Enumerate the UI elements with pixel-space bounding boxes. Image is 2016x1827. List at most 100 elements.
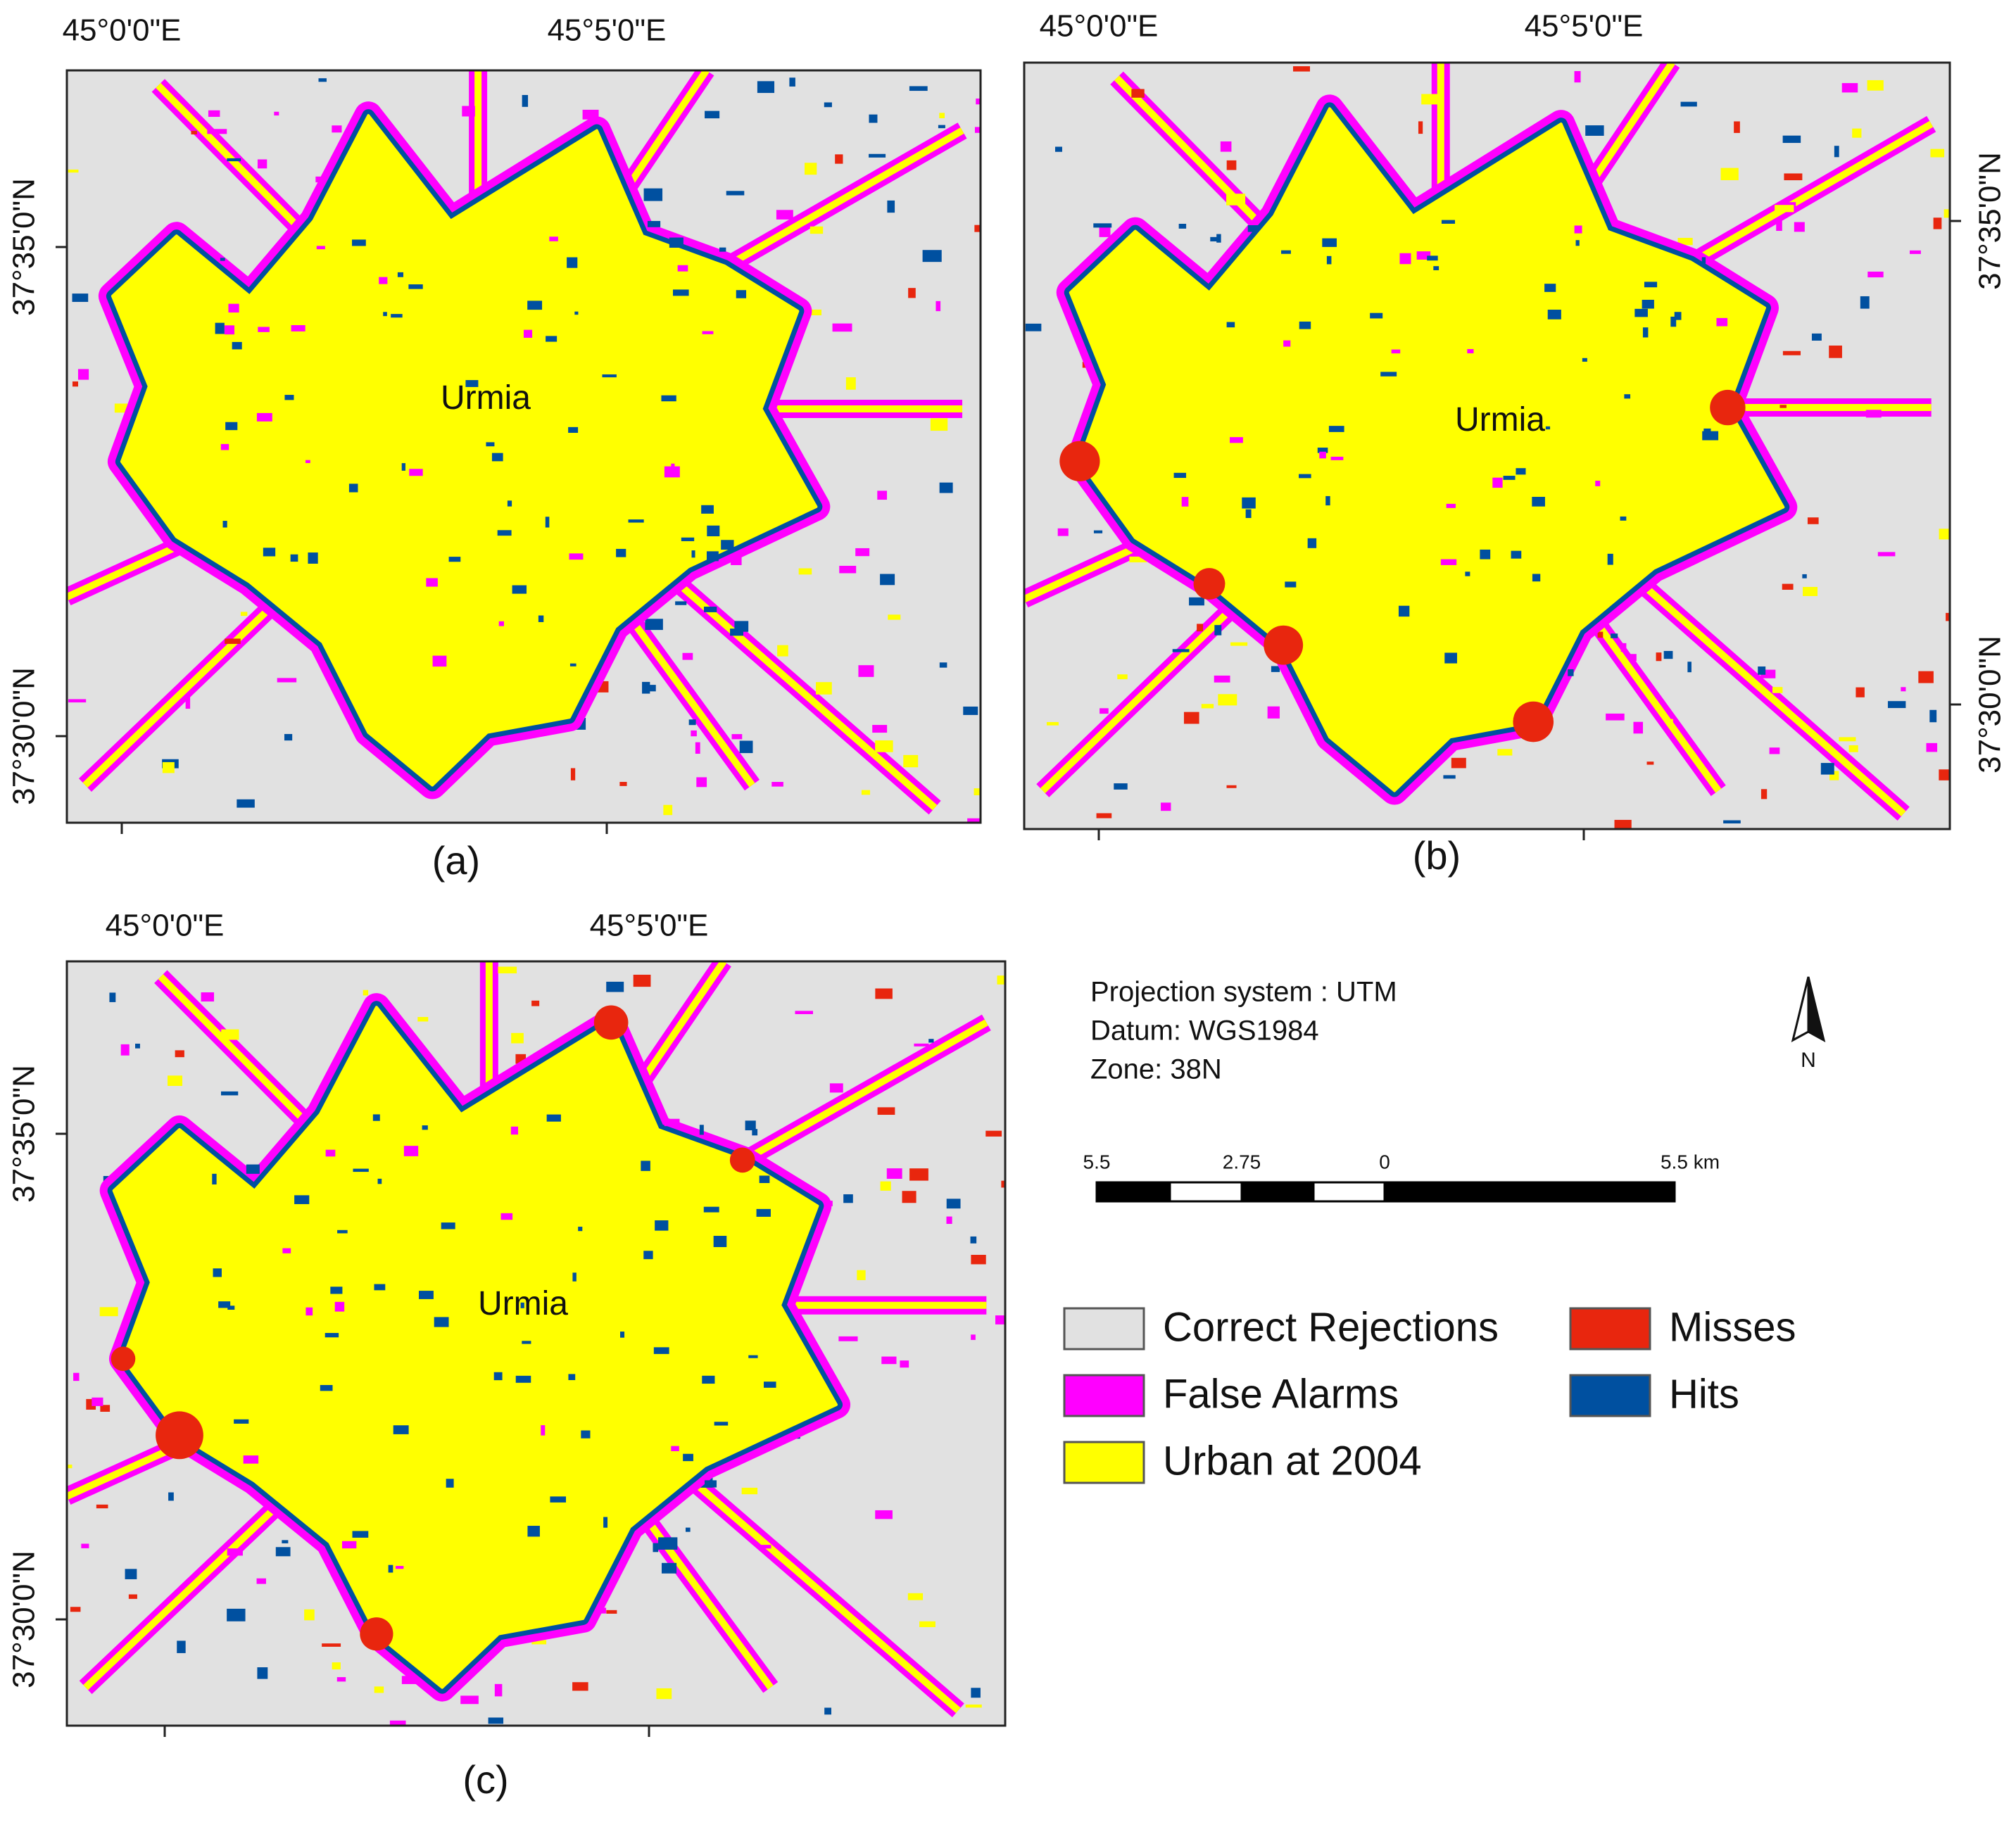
legend-swatch <box>1063 1441 1145 1484</box>
patch <box>974 127 981 133</box>
projection-info: Zone: 38N <box>1090 1054 1222 1085</box>
urban-patch <box>691 550 695 558</box>
urban-patch <box>393 1425 409 1434</box>
patch <box>1183 712 1199 724</box>
patch <box>1197 624 1204 632</box>
urban-patch <box>683 1453 693 1462</box>
patch <box>1096 813 1112 818</box>
patch <box>869 153 886 158</box>
patch <box>971 1688 981 1698</box>
lon-label: 45°5'0"E <box>548 13 667 48</box>
patch <box>99 1307 118 1317</box>
urban-patch <box>291 324 305 331</box>
patch <box>824 1707 831 1715</box>
urban-patch <box>568 1374 576 1381</box>
urban-patch <box>1670 316 1677 327</box>
legend-swatch <box>1063 1374 1145 1417</box>
scale-bar-label: 0 <box>1379 1151 1390 1172</box>
urban-patch <box>719 247 726 252</box>
urban-patch <box>703 1206 719 1213</box>
patch <box>1230 642 1248 646</box>
patch <box>888 614 901 620</box>
patch <box>109 992 116 1002</box>
urban-patch <box>1319 451 1326 459</box>
patch <box>997 975 1005 985</box>
urban-patch <box>704 1480 717 1488</box>
urban-patch <box>1326 255 1332 265</box>
patch <box>1214 675 1230 683</box>
patch <box>1201 704 1214 709</box>
panel-label: (b) <box>1413 833 1461 878</box>
urban-patch <box>377 1178 382 1184</box>
urban-patch <box>383 312 387 317</box>
urban-patch <box>397 272 403 277</box>
urban-patch <box>1544 284 1556 292</box>
urban-patch <box>752 1129 758 1136</box>
urban-patch <box>736 290 747 298</box>
urban-patch <box>1687 662 1691 673</box>
urban-patch <box>500 1213 513 1220</box>
urban-patch <box>491 453 503 462</box>
urban-patch <box>1582 358 1587 362</box>
urban-patch <box>603 1517 608 1528</box>
urban-patch <box>1620 643 1627 652</box>
urban-patch <box>227 1306 235 1310</box>
urban-patch <box>664 466 680 478</box>
scale-bar-segment <box>1168 1181 1243 1203</box>
urban-patch <box>426 578 438 587</box>
urban-patch <box>1391 349 1401 354</box>
legend-swatch <box>1569 1307 1651 1351</box>
patch <box>970 1236 977 1244</box>
patch <box>1929 709 1937 723</box>
scale-bar-segment <box>1312 1181 1386 1203</box>
patch <box>96 1504 108 1509</box>
patch <box>135 1043 140 1049</box>
patch <box>1574 70 1581 83</box>
patch <box>225 638 241 644</box>
patch <box>1057 528 1069 536</box>
patch <box>1841 83 1858 93</box>
urban-patch <box>702 1375 715 1384</box>
patch <box>633 974 651 987</box>
map-panel: Urmia (a) 45°0'0"E 45°5'0"E 37°35'0"N 37°30'0… <box>7 13 982 883</box>
patch <box>1443 775 1456 779</box>
scale-bar-label: 5.5 <box>1083 1151 1111 1172</box>
patch <box>1001 1180 1005 1188</box>
lon-label: 45°0'0"E <box>1040 9 1159 44</box>
urban-core <box>112 1006 838 1689</box>
patch <box>72 381 78 387</box>
patch <box>1046 721 1059 726</box>
patch <box>120 1044 130 1056</box>
urban-patch <box>379 277 388 284</box>
urban-patch <box>661 1562 677 1574</box>
urban-patch <box>512 585 527 594</box>
patch <box>855 548 870 557</box>
patch <box>1597 631 1604 638</box>
urban-patch <box>764 1382 776 1388</box>
patch <box>861 790 871 795</box>
urban-patch <box>1299 474 1311 479</box>
urban-patch <box>1427 255 1438 261</box>
urban-patch <box>228 303 239 313</box>
patch <box>869 114 878 123</box>
patch <box>1887 701 1906 709</box>
urban-patch <box>1433 266 1439 270</box>
patch <box>1093 530 1103 533</box>
urban-patch <box>1595 481 1601 486</box>
urban-patch <box>1281 250 1291 254</box>
urban-patch <box>527 301 543 310</box>
patch <box>1606 713 1625 721</box>
patch <box>191 130 197 134</box>
patch <box>68 169 79 173</box>
lon-label: 45°0'0"E <box>63 13 182 48</box>
patch <box>462 106 475 117</box>
urban-patch <box>334 1301 345 1312</box>
urban-patch <box>234 1419 249 1424</box>
patch <box>511 1032 524 1044</box>
patch <box>643 188 663 201</box>
urban-patch <box>342 1541 357 1549</box>
patch <box>81 1543 89 1548</box>
urban-patch <box>320 1384 333 1391</box>
urban-patch <box>1189 597 1204 606</box>
patch <box>642 681 650 694</box>
